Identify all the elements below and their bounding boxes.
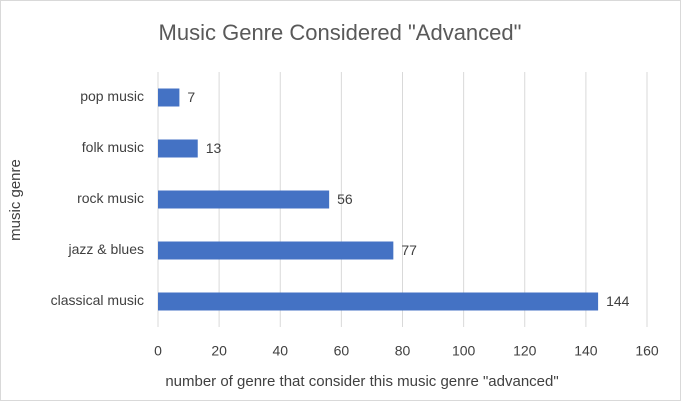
x-tick-label: 60: [334, 343, 350, 359]
data-label: 7: [187, 89, 195, 105]
y-tick-label: classical music: [51, 292, 144, 308]
x-tick-label: 80: [395, 343, 411, 359]
y-tick-label: jazz & blues: [68, 241, 144, 257]
bar: [158, 139, 198, 158]
bar: [158, 190, 330, 209]
x-tick-label: 120: [513, 343, 537, 359]
data-label: 144: [606, 293, 630, 309]
x-tick-label: 100: [452, 343, 476, 359]
chart-title: Music Genre Considered "Advanced": [159, 20, 522, 45]
bar: [158, 241, 394, 260]
x-axis-title: number of genre that consider this music…: [165, 373, 558, 390]
data-label: 77: [401, 242, 417, 258]
data-label: 56: [337, 191, 353, 207]
bar: [158, 292, 599, 311]
y-axis-title: music genre: [7, 159, 24, 241]
y-tick-label: pop music: [80, 88, 144, 104]
y-tick-label: rock music: [77, 190, 144, 206]
data-label: 13: [206, 140, 222, 156]
bar: [158, 88, 180, 107]
x-tick-label: 40: [272, 343, 288, 359]
x-tick-label: 20: [211, 343, 227, 359]
x-tick-label: 160: [635, 343, 659, 359]
y-tick-label: folk music: [82, 139, 144, 155]
x-tick-label: 140: [574, 343, 598, 359]
x-tick-label: 0: [154, 343, 162, 359]
